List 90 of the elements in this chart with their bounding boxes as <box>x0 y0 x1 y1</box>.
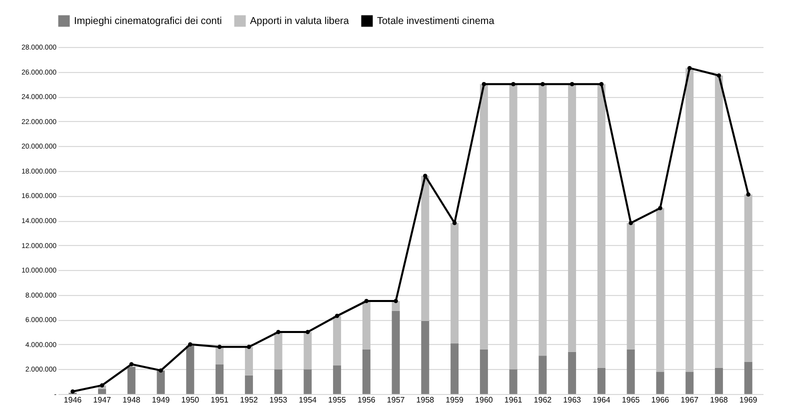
bar <box>686 68 694 372</box>
bar <box>156 370 165 394</box>
x-tick-label: 1946 <box>64 396 82 404</box>
bar <box>421 320 430 394</box>
point <box>540 82 545 86</box>
x-tick-label: 1960 <box>475 396 494 404</box>
bar <box>538 356 547 394</box>
x-tick-label: 1953 <box>269 396 288 404</box>
x-tick-label: 1947 <box>93 396 112 404</box>
point <box>306 330 310 334</box>
x-tick-label: 1961 <box>504 396 523 404</box>
point <box>334 314 340 318</box>
x-tick-label: 1951 <box>210 396 230 404</box>
bar <box>127 366 136 394</box>
point <box>70 389 75 394</box>
bar <box>509 369 518 394</box>
x-tick-label: 1966 <box>651 396 670 404</box>
point <box>716 73 722 78</box>
legend-label: Totale investimenti cinema <box>377 16 495 27</box>
point <box>570 82 574 86</box>
x-tick-label: 1964 <box>592 396 611 404</box>
bar <box>744 194 752 362</box>
bar <box>98 389 106 394</box>
bar <box>597 368 606 394</box>
point <box>129 362 134 366</box>
bar <box>216 346 224 364</box>
bar <box>744 362 752 394</box>
x-tick-label: 1957 <box>386 396 406 404</box>
bar <box>304 369 312 394</box>
bar <box>714 76 723 368</box>
x-tick-label: 1952 <box>240 396 258 404</box>
x-tick-label: 1958 <box>416 396 435 404</box>
point <box>158 368 163 373</box>
point <box>276 330 280 334</box>
point <box>364 298 369 304</box>
x-tick-label: 1949 <box>152 396 170 404</box>
bar <box>244 346 253 376</box>
x-tick-label: 1969 <box>739 396 758 404</box>
bar <box>686 372 694 394</box>
point <box>687 66 692 70</box>
bar <box>274 369 282 394</box>
bar <box>333 365 342 394</box>
bar <box>186 346 194 394</box>
bar <box>626 349 635 394</box>
bar <box>538 84 547 356</box>
point <box>599 82 604 86</box>
bar <box>714 368 723 394</box>
bar <box>480 84 488 350</box>
bar <box>509 84 518 370</box>
bar <box>450 343 459 394</box>
point <box>628 220 633 226</box>
point <box>658 206 662 210</box>
x-tick-label: 1962 <box>534 396 552 404</box>
point <box>246 344 252 350</box>
x-tick-label: 1965 <box>622 396 640 404</box>
x-tick-label: 1963 <box>563 396 582 404</box>
legend-label: Apporti in valuta libera <box>250 16 350 27</box>
bar <box>568 352 576 394</box>
bar <box>274 332 282 370</box>
bar <box>333 316 342 366</box>
x-tick-label: 1967 <box>680 396 700 404</box>
bar <box>244 375 253 394</box>
legend-label: Impieghi cinematografici dei conti <box>74 16 222 27</box>
bar <box>362 349 370 394</box>
point <box>511 82 516 86</box>
x-tick-label: 1948 <box>122 396 141 404</box>
bar <box>597 84 606 368</box>
point <box>188 342 192 347</box>
point <box>394 298 398 304</box>
bar <box>568 84 576 352</box>
x-tick-label: 1950 <box>181 396 200 404</box>
x-tick-label: 1954 <box>298 396 318 404</box>
bar <box>304 332 312 370</box>
point <box>746 192 750 197</box>
bar <box>656 372 664 394</box>
bar <box>626 222 635 350</box>
bar <box>450 222 459 344</box>
point <box>217 344 222 350</box>
bar <box>656 208 664 372</box>
x-tick-label: 1959 <box>446 396 464 404</box>
bar <box>421 176 430 321</box>
x-tick-label: 1955 <box>328 396 347 404</box>
x-tick-label: 1968 <box>710 396 728 404</box>
point <box>452 220 457 226</box>
point <box>482 82 486 86</box>
bar <box>362 301 370 350</box>
x-tick-label: 1956 <box>358 396 376 404</box>
bar <box>216 364 224 394</box>
bar <box>480 349 488 394</box>
bar <box>392 310 400 394</box>
